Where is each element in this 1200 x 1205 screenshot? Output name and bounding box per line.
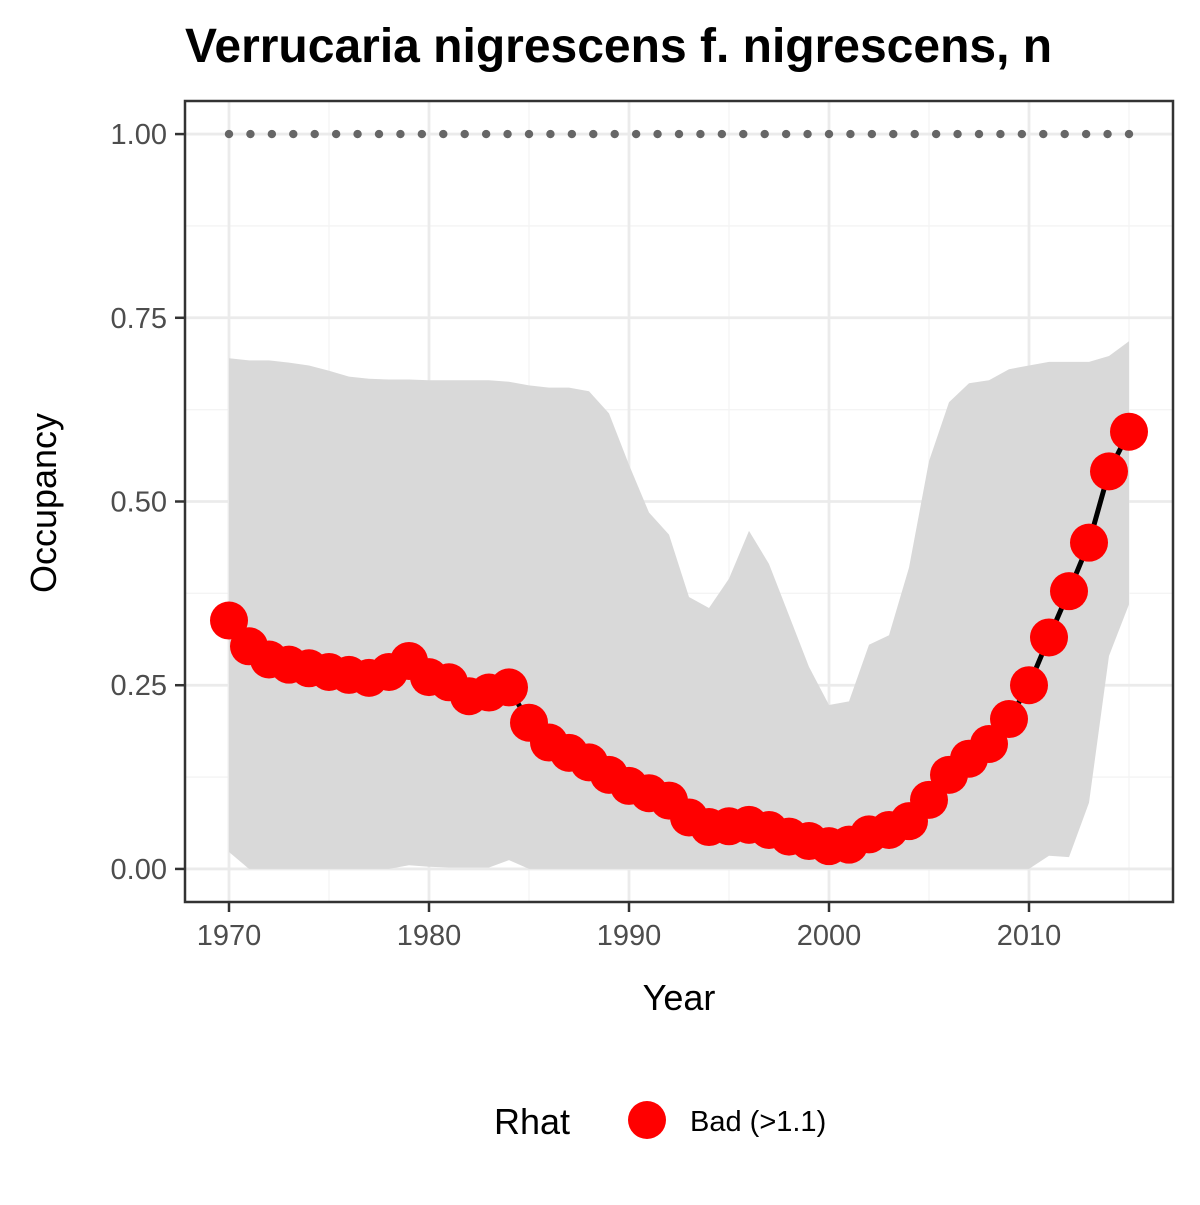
reference-dot xyxy=(889,129,898,139)
reference-dot xyxy=(760,129,769,139)
reference-dot xyxy=(910,129,919,139)
x-tick-label: 1990 xyxy=(597,920,662,952)
reference-dot xyxy=(931,129,941,139)
data-point xyxy=(1070,523,1108,562)
data-point xyxy=(210,601,248,640)
reference-dot xyxy=(289,129,298,139)
reference-dot xyxy=(374,129,384,139)
reference-dot xyxy=(610,129,619,139)
reference-dot xyxy=(589,129,598,139)
occupancy-points xyxy=(210,412,1148,866)
reference-dot xyxy=(417,129,427,139)
reference-dot xyxy=(224,129,234,139)
reference-dot xyxy=(653,129,662,139)
x-tick-label: 1970 xyxy=(197,920,262,952)
reference-dotted-line xyxy=(224,129,1134,139)
legend-key-bad xyxy=(628,1101,666,1139)
reference-dot xyxy=(1039,129,1048,139)
reference-dot xyxy=(481,129,491,139)
reference-dot xyxy=(953,129,962,139)
reference-dot xyxy=(267,129,277,139)
y-tick-label: 0.50 xyxy=(111,487,167,519)
reference-dot xyxy=(353,129,362,139)
x-tick-label: 2010 xyxy=(997,920,1062,952)
reference-dot xyxy=(1081,129,1091,139)
reference-dot xyxy=(717,129,727,139)
reference-dot xyxy=(396,129,405,139)
reference-dot xyxy=(524,129,534,139)
reference-dot xyxy=(781,129,791,139)
plot-panel xyxy=(183,99,1175,904)
reference-dot xyxy=(867,129,877,139)
legend-title: Rhat xyxy=(494,1101,570,1142)
reference-dot xyxy=(846,129,855,139)
reference-dot xyxy=(974,129,984,139)
reference-dot xyxy=(567,129,577,139)
reference-dot xyxy=(1017,129,1027,139)
reference-dot xyxy=(460,129,469,139)
reference-dot xyxy=(631,129,641,139)
reference-dot xyxy=(996,129,1005,139)
legend: Rhat Bad (>1.1) xyxy=(494,1101,826,1142)
y-tick-label: 1.00 xyxy=(111,119,167,151)
x-tick-label: 2000 xyxy=(797,920,862,952)
y-axis-title: Occupancy xyxy=(23,413,64,593)
reference-dot xyxy=(696,129,705,139)
data-point xyxy=(1050,572,1088,611)
data-point xyxy=(1030,618,1068,657)
reference-dot xyxy=(739,129,748,139)
data-point xyxy=(490,668,528,707)
reference-dot xyxy=(1124,129,1134,139)
reference-dot xyxy=(1103,129,1112,139)
reference-dot xyxy=(546,129,555,139)
x-axis: 1970 1980 1990 2000 2010 xyxy=(197,902,1062,952)
reference-dot xyxy=(824,129,834,139)
x-axis-title: Year xyxy=(643,977,716,1018)
y-tick-label: 0.00 xyxy=(111,854,167,886)
reference-dot xyxy=(503,129,512,139)
data-point xyxy=(1010,666,1048,705)
data-point xyxy=(1110,412,1148,451)
reference-dot xyxy=(310,129,319,139)
y-tick-label: 0.25 xyxy=(111,670,167,702)
legend-label-bad: Bad (>1.1) xyxy=(690,1106,826,1138)
reference-dot xyxy=(674,129,684,139)
reference-dot xyxy=(439,129,448,139)
data-point xyxy=(1090,452,1128,491)
reference-dot xyxy=(803,129,812,139)
y-tick-label: 0.75 xyxy=(111,303,167,335)
chart-title: Verrucaria nigrescens f. nigrescens, n xyxy=(185,20,1052,73)
data-point xyxy=(990,700,1028,739)
y-axis: 0.00 0.25 0.50 0.75 1.00 xyxy=(111,119,185,886)
reference-dot xyxy=(331,129,341,139)
x-tick-label: 1980 xyxy=(397,920,462,952)
reference-dot xyxy=(1060,129,1069,139)
confidence-ribbon xyxy=(229,341,1129,869)
reference-dot xyxy=(246,129,255,139)
